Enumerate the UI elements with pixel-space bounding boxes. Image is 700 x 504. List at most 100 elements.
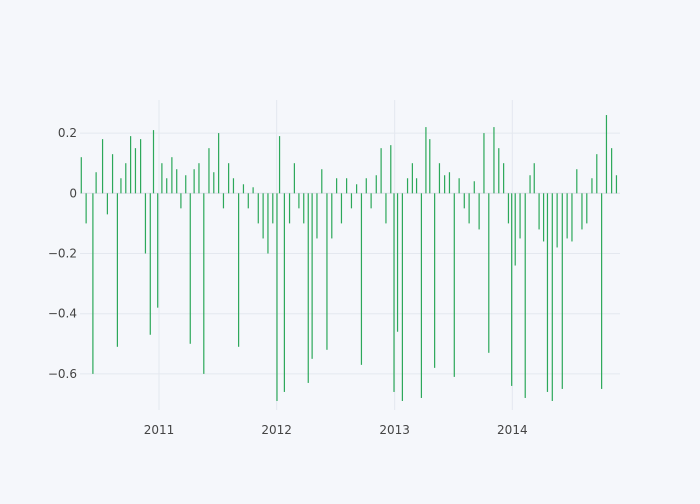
bar (605, 115, 608, 194)
bar (326, 193, 328, 350)
bar (538, 193, 540, 230)
bar (203, 193, 205, 374)
bar (106, 193, 108, 215)
bar (276, 193, 278, 401)
bar (420, 193, 423, 398)
bar (483, 133, 485, 194)
bar (331, 193, 333, 239)
bar (390, 145, 392, 194)
bar (478, 193, 480, 230)
bar (171, 157, 173, 194)
y-tick-label: −0.4 (48, 307, 77, 321)
bar (458, 178, 460, 194)
bar (561, 193, 563, 389)
bar (360, 193, 363, 365)
x-tick-label: 2011 (144, 423, 175, 437)
bar (272, 193, 274, 224)
bar (434, 193, 436, 368)
bar (524, 193, 526, 398)
bar (396, 193, 399, 332)
bar (267, 193, 269, 254)
bar (232, 178, 235, 194)
bar (514, 193, 516, 266)
bar (116, 193, 118, 347)
bar (247, 193, 249, 209)
bar (519, 193, 521, 239)
x-axis-ticks: 2011 2012 2013 2014 (144, 423, 528, 437)
x-tick-label: 2012 (261, 423, 292, 437)
bar (157, 193, 159, 308)
bar (120, 178, 122, 194)
bar (278, 136, 281, 194)
bar (134, 148, 137, 194)
bar (101, 139, 104, 194)
bar (92, 193, 94, 374)
bar (166, 178, 168, 194)
bar (208, 148, 210, 194)
bar (380, 148, 382, 194)
bar (611, 148, 613, 194)
bar (242, 184, 245, 194)
x-tick-label: 2014 (497, 423, 528, 437)
bar (493, 127, 495, 194)
bar (533, 163, 535, 194)
bar (448, 172, 451, 194)
bar (503, 163, 505, 194)
bar (307, 193, 309, 383)
bar (463, 193, 465, 209)
bar (293, 163, 295, 194)
bar (149, 193, 151, 335)
bar (125, 163, 127, 194)
y-tick-label: −0.6 (48, 367, 77, 381)
bar (401, 193, 403, 401)
bar (438, 163, 441, 194)
bar (340, 193, 343, 224)
bar-series (80, 115, 618, 401)
bar (185, 175, 187, 194)
bar (130, 136, 132, 194)
bar (375, 175, 377, 194)
bar (370, 193, 372, 209)
bar (511, 193, 513, 386)
bar (176, 169, 178, 194)
y-tick-label: 0 (69, 186, 77, 200)
bar (346, 178, 348, 194)
bar (356, 184, 358, 194)
bar (591, 178, 593, 194)
bar (468, 193, 470, 224)
bar (586, 193, 588, 224)
bar (316, 193, 318, 239)
bar (238, 193, 240, 347)
bar (311, 193, 313, 359)
bar (228, 163, 230, 194)
bar (556, 193, 558, 248)
bar (571, 193, 573, 242)
bar (213, 172, 215, 194)
bar (350, 193, 353, 209)
bar (144, 193, 147, 254)
y-axis-ticks: 0.2 0 −0.2 −0.4 −0.6 (48, 126, 77, 381)
bar (262, 193, 264, 239)
bar (95, 172, 97, 194)
bar (488, 193, 490, 353)
x-tick-label: 2013 (379, 423, 410, 437)
bar (576, 169, 578, 194)
bar (425, 127, 427, 194)
bar (444, 175, 446, 194)
bar (298, 193, 300, 209)
bar (140, 139, 142, 194)
grid-lines (80, 100, 620, 410)
bar (218, 133, 220, 194)
bar (303, 193, 305, 224)
bar (498, 148, 500, 194)
bar (415, 178, 418, 194)
bar (85, 193, 87, 224)
bar (385, 193, 387, 224)
bar (222, 193, 225, 209)
bar (257, 193, 259, 224)
bar (161, 163, 163, 194)
bar (80, 157, 82, 194)
bar (283, 193, 285, 392)
y-tick-label: −0.2 (48, 246, 77, 260)
